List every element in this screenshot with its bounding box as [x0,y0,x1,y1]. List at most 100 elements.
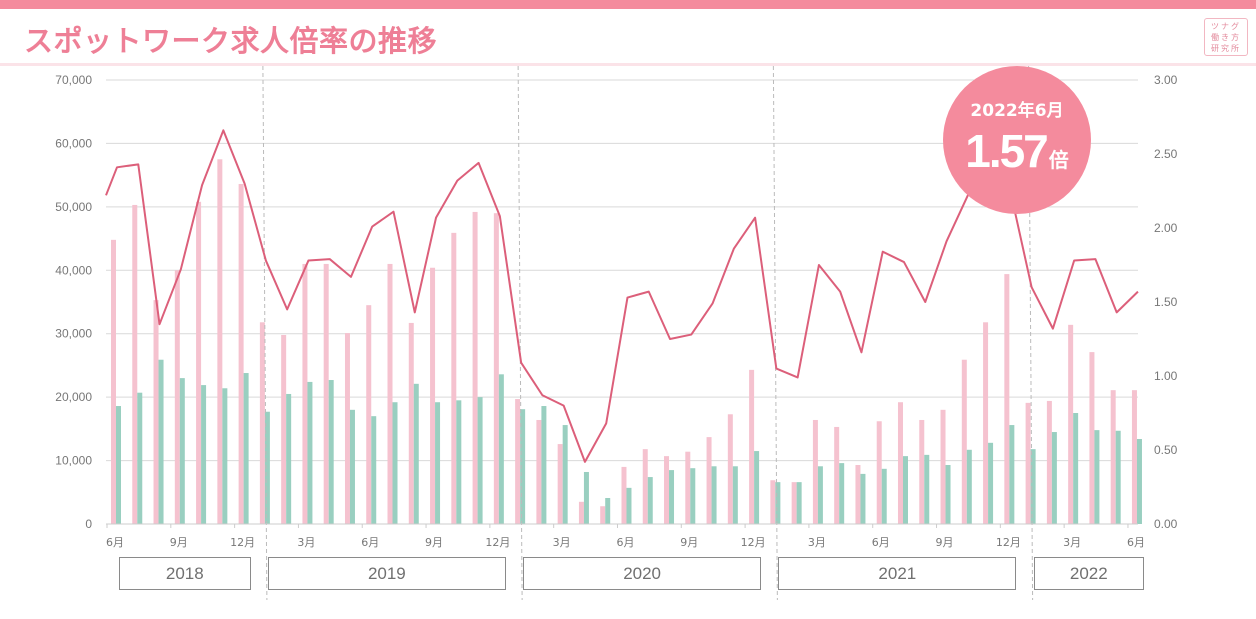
badge-value: 1.57 [965,125,1049,177]
bar-job-openings [1025,402,1031,524]
title-divider [0,63,1256,66]
left-tick-label: 70,000 [55,73,92,87]
left-tick-label: 50,000 [55,200,92,214]
month-label: 3月 [1063,536,1081,549]
year-divider [517,65,523,601]
bar-job-seekers [754,451,760,524]
bar-job-seekers [796,482,802,524]
month-label: 9月 [170,536,188,549]
right-tick-label: 0.00 [1154,517,1178,531]
bar-job-seekers [1115,430,1121,524]
right-tick-label: 2.50 [1154,147,1178,161]
bar-job-seekers [711,466,717,524]
bar-job-seekers [669,470,675,524]
bar-job-openings [1068,324,1074,524]
month-label: 3月 [808,536,826,549]
bar-job-openings [749,369,755,524]
bar-job-seekers [732,466,738,524]
right-tick-label: 3.00 [1154,73,1178,87]
bar-job-seekers [349,409,355,524]
bar-job-openings [1089,352,1095,524]
bar-job-seekers [456,400,462,524]
bar-job-seekers [264,411,270,524]
bar-job-openings [344,333,350,524]
bar-job-seekers [435,402,441,524]
logo-line-3: 研究所 [1211,43,1241,53]
bar-job-openings [812,419,818,524]
bar-job-seekers [222,388,228,524]
bar-job-openings [1110,390,1116,524]
bar-job-openings [706,437,712,524]
left-tick-label: 60,000 [55,136,92,150]
bar-job-openings [515,399,521,524]
bar-job-openings [642,449,648,524]
bar-job-openings [557,444,563,524]
bar-job-openings [855,465,861,524]
month-label: 6月 [106,536,124,549]
bar-job-seekers [647,477,653,524]
bar-job-openings [451,232,457,524]
bar-job-openings [217,159,223,525]
bar-job-openings [259,322,265,524]
ratio-line [105,129,1139,463]
bar-job-openings [876,421,882,524]
logo-line-1: ツナグ [1211,21,1241,31]
badge-unit: 倍 [1048,148,1069,172]
bar-job-openings [834,426,840,524]
bar-job-seekers [924,454,930,524]
year-label-2021: 2021 [778,557,1017,590]
month-label: 9月 [425,536,443,549]
bar-job-seekers [1094,430,1100,524]
right-tick-label: 1.00 [1154,369,1178,383]
month-label: 12月 [996,536,1021,549]
bar-job-openings [664,456,670,524]
bar-job-openings [174,270,180,524]
bar-job-seekers [541,406,547,524]
bar-job-openings [897,402,903,524]
bar-job-openings [578,501,584,524]
latest-ratio-badge: 2022年6月 1.57 倍 [943,66,1091,214]
year-label-2022: 2022 [1033,557,1144,590]
month-label: 12月 [485,536,510,549]
bar-job-openings [1046,400,1052,524]
left-tick-label: 10,000 [55,454,92,468]
badge-value-wrap: 1.57 倍 [943,124,1091,178]
month-label: 12月 [230,536,255,549]
month-label: 6月 [872,536,890,549]
bar-job-seekers [605,497,611,524]
year-label-2018: 2018 [119,557,251,590]
page-title: スポットワーク求人倍率の推移 [24,24,438,58]
bar-job-openings [919,419,925,524]
bar-job-openings [1131,390,1137,524]
left-tick-label: 20,000 [55,390,92,404]
bar-job-seekers [775,482,781,524]
bar-job-openings [281,334,287,524]
bar-job-seekers [328,380,334,524]
bar-job-seekers [158,359,164,524]
left-tick-label: 40,000 [55,263,92,277]
month-label: 6月 [361,536,379,549]
bar-job-seekers [520,409,526,524]
bar-job-openings [387,263,393,524]
logo-line-2: 働き方 [1211,32,1241,42]
bar-job-openings [621,466,627,524]
year-label-2020: 2020 [523,557,762,590]
right-tick-label: 0.50 [1154,443,1178,457]
bar-job-openings [430,267,436,524]
bar-job-seekers [371,416,377,524]
bar-job-openings [153,300,159,524]
bar-job-seekers [307,381,313,524]
bar-job-seekers [902,456,908,524]
year-divider [772,65,778,601]
bar-job-seekers [817,466,823,524]
bar-job-seekers [839,463,845,524]
month-label: 6月 [1127,536,1145,549]
badge-date: 2022年6月 [970,101,1064,121]
bar-job-seekers [1051,432,1057,524]
month-label: 6月 [616,536,634,549]
year-divider [1028,65,1034,601]
month-label: 3月 [553,536,571,549]
year-label-2019: 2019 [267,557,506,590]
month-label: 9月 [936,536,954,549]
